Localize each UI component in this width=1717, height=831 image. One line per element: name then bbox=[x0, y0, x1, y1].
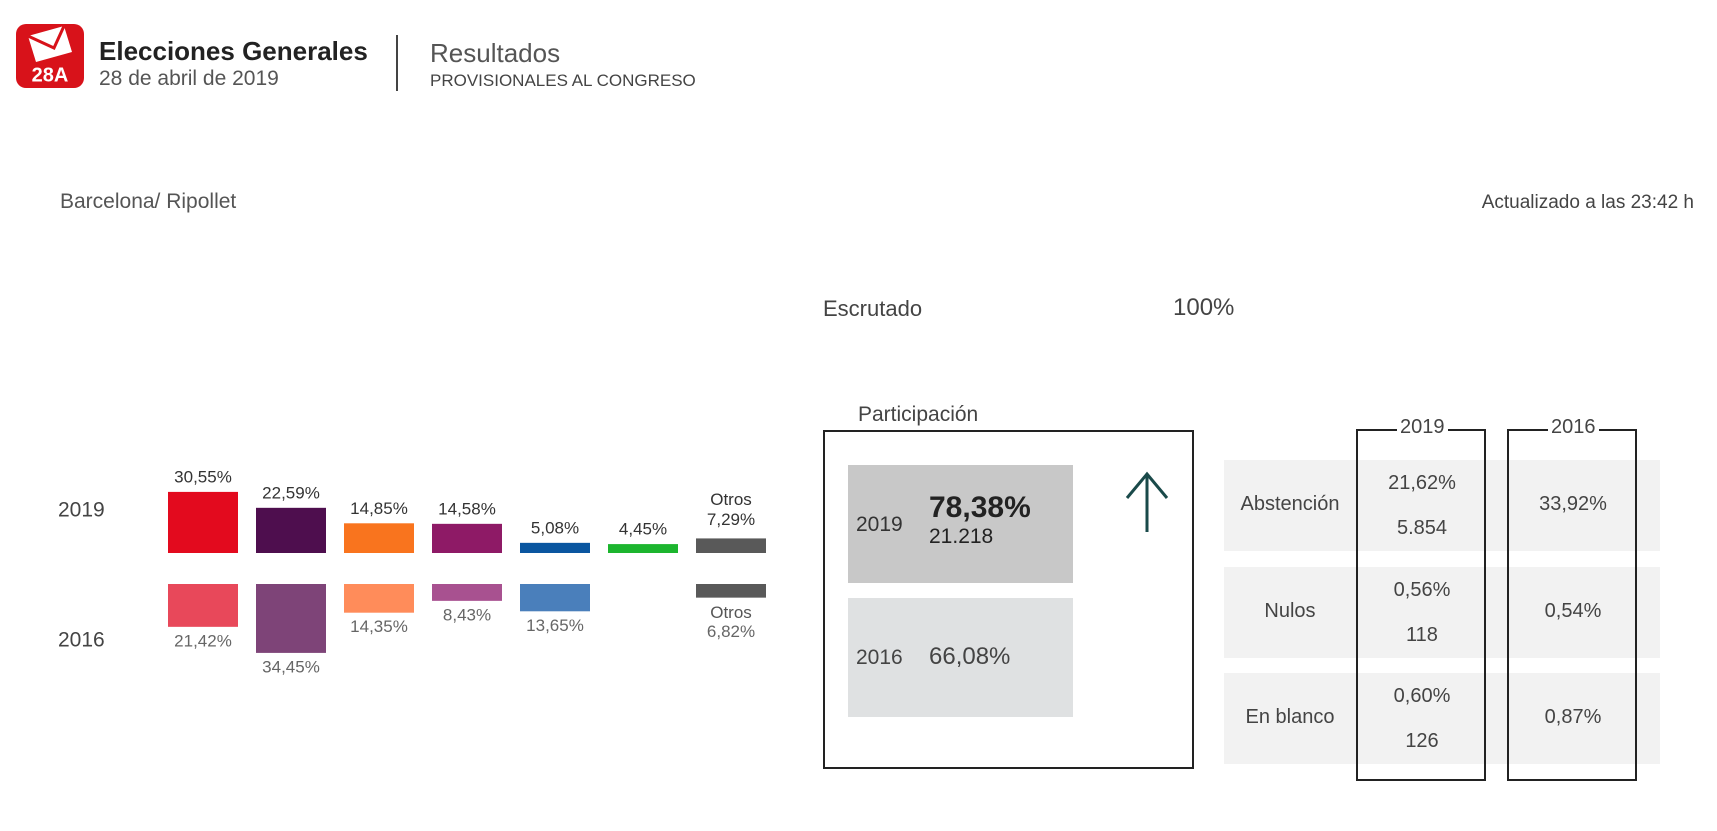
bar bbox=[696, 538, 766, 553]
bar bbox=[520, 542, 590, 553]
value-label: 13,65% bbox=[526, 616, 584, 635]
section-title: Resultados bbox=[430, 38, 561, 68]
scrutiny-value: 100% bbox=[1173, 294, 1235, 321]
value-label: 30,55% bbox=[174, 467, 232, 486]
bar bbox=[696, 584, 766, 598]
logo: 28A bbox=[16, 24, 84, 88]
trend-arrow bbox=[1125, 471, 1169, 532]
participation-percent: 66,08% bbox=[929, 643, 1011, 670]
bar bbox=[256, 507, 326, 553]
participation-year: 2016 bbox=[856, 646, 903, 669]
bar bbox=[520, 584, 590, 612]
bar bbox=[168, 584, 238, 627]
value-2016-percent: 0,87% bbox=[1544, 706, 1602, 728]
header-divider bbox=[396, 35, 398, 91]
column-header: 2019 bbox=[1397, 416, 1448, 439]
column-box bbox=[1507, 429, 1637, 781]
column-header: 2016 bbox=[1548, 416, 1599, 439]
participation-2016: 2016 66,08% bbox=[848, 598, 1073, 717]
value-label: 14,58% bbox=[438, 499, 496, 518]
participation-2019: 2019 78,38% 21.218 bbox=[848, 465, 1073, 583]
bar bbox=[256, 584, 326, 653]
value-2019-count: 118 bbox=[1406, 624, 1438, 646]
column-box bbox=[1356, 429, 1486, 781]
bar bbox=[344, 584, 414, 613]
row-label: En blanco bbox=[1245, 706, 1335, 728]
category-label: Otros bbox=[710, 603, 752, 622]
row-label: 2019 bbox=[58, 499, 105, 522]
election-date: 28 de abril de 2019 bbox=[99, 67, 279, 90]
logo-envelope-flap bbox=[27, 25, 66, 50]
results-chart: 2019 2016 30,55% 22,59% 14,85% 14,58% 5,08% 4,4… bbox=[58, 467, 766, 676]
value-label: 22,59% bbox=[262, 483, 320, 502]
table-row bbox=[1224, 460, 1660, 551]
participation-count: 21.218 bbox=[929, 525, 994, 548]
logo-text: 28A bbox=[32, 64, 69, 86]
value-label: 34,45% bbox=[262, 657, 320, 676]
value-2019-percent: 21,62% bbox=[1388, 472, 1456, 494]
row-label: 2016 bbox=[58, 629, 105, 652]
value-2019-percent: 0,56% bbox=[1393, 579, 1451, 601]
table-row bbox=[1224, 567, 1660, 658]
updated-time: Actualizado a las 23:42 h bbox=[1481, 192, 1694, 213]
participation-box bbox=[823, 430, 1194, 769]
bar bbox=[168, 491, 238, 553]
bar bbox=[608, 544, 678, 553]
bar bbox=[432, 584, 502, 601]
participation-percent: 78,38% bbox=[929, 491, 1031, 524]
value-label: 4,45% bbox=[619, 520, 667, 539]
value-2016-percent: 33,92% bbox=[1539, 493, 1607, 515]
table-row bbox=[1224, 673, 1660, 764]
site-title: Elecciones Generales bbox=[99, 36, 368, 66]
row-label: Abstención bbox=[1240, 493, 1340, 515]
value-label: 7,29% bbox=[707, 510, 755, 529]
row-label: Nulos bbox=[1264, 600, 1316, 622]
value-label: 14,85% bbox=[350, 499, 408, 518]
value-label: 8,43% bbox=[443, 605, 491, 624]
value-2019-count: 5.854 bbox=[1396, 517, 1448, 539]
value-2016-percent: 0,54% bbox=[1544, 600, 1602, 622]
value-label: 6,82% bbox=[707, 622, 755, 641]
participation-year: 2019 bbox=[856, 513, 903, 536]
value-2019-count: 126 bbox=[1405, 730, 1439, 752]
value-label: 21,42% bbox=[174, 631, 232, 650]
location: Barcelona/ Ripollet bbox=[60, 190, 237, 213]
bar bbox=[432, 523, 502, 553]
bar bbox=[344, 523, 414, 553]
category-label: Otros bbox=[710, 490, 752, 509]
value-2019-percent: 0,60% bbox=[1393, 685, 1451, 707]
value-label: 5,08% bbox=[531, 518, 579, 537]
value-label: 14,35% bbox=[350, 617, 408, 636]
scrutiny-label: Escrutado bbox=[823, 296, 923, 321]
participation-title: Participación bbox=[858, 403, 979, 426]
section-subtitle: PROVISIONALES AL CONGRESO bbox=[430, 71, 696, 90]
arrow-up bbox=[1125, 471, 1169, 532]
